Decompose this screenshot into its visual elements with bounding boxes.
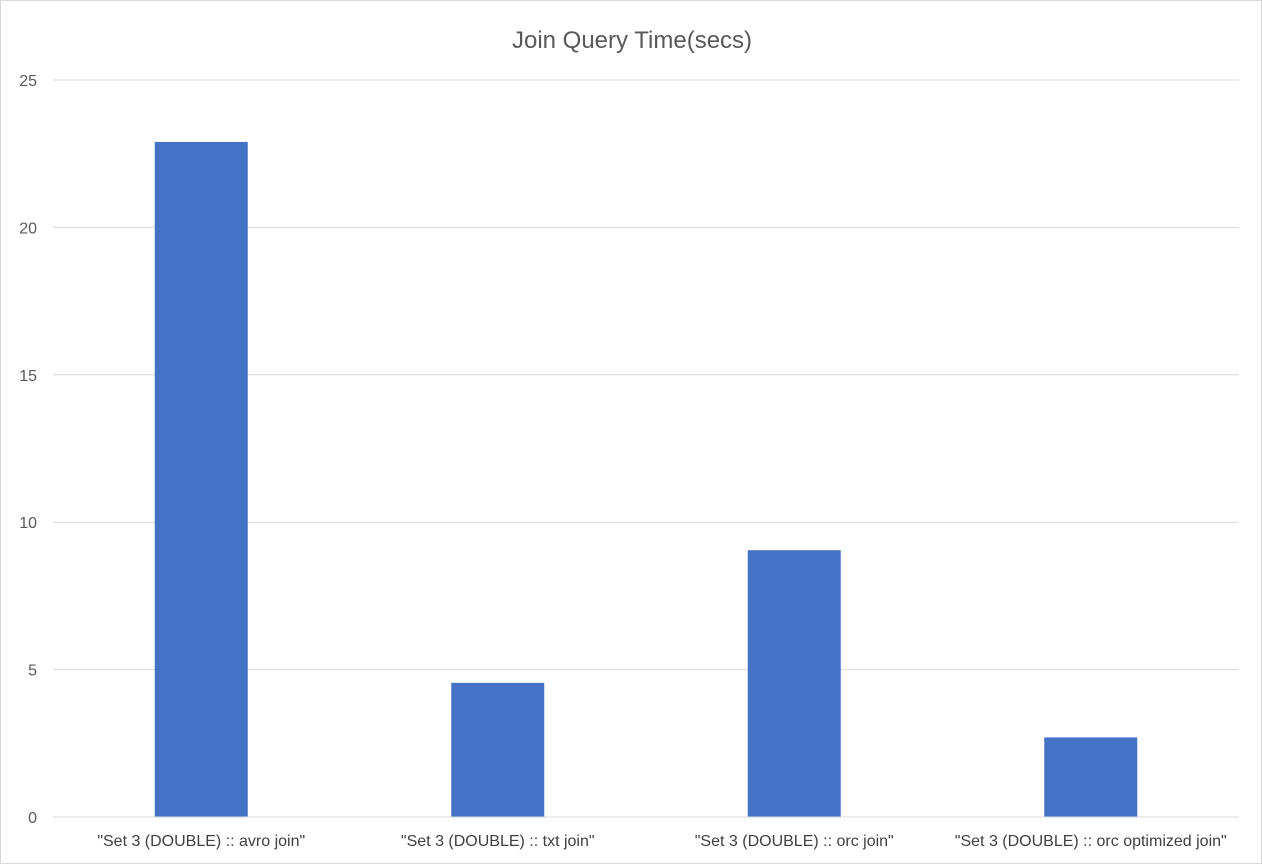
bar-2 xyxy=(747,550,841,817)
y-tick-label: 5 xyxy=(28,663,37,680)
chart-title: Join Query Time(secs) xyxy=(512,27,752,54)
bar-0 xyxy=(154,141,248,817)
y-tick-label: 20 xyxy=(19,220,37,237)
y-tick-label: 0 xyxy=(28,810,37,827)
y-tick-label: 10 xyxy=(19,515,37,532)
bar-3 xyxy=(1044,737,1138,817)
x-category-label: "Set 3 (DOUBLE) :: txt join" xyxy=(401,833,595,850)
x-category-label: "Set 3 (DOUBLE) :: orc optimized join" xyxy=(955,833,1227,850)
x-axis-category-labels: "Set 3 (DOUBLE) :: avro join" "Set 3 (DOU… xyxy=(97,833,1226,850)
y-tick-label: 25 xyxy=(19,73,37,90)
y-tick-label: 15 xyxy=(19,368,37,385)
bars xyxy=(154,141,1138,817)
bar-1 xyxy=(451,682,545,817)
y-axis-tick-labels: 0 5 10 15 20 25 xyxy=(19,73,37,827)
x-category-label: "Set 3 (DOUBLE) :: avro join" xyxy=(97,833,305,850)
gridlines xyxy=(53,79,1239,671)
x-category-label: "Set 3 (DOUBLE) :: orc join" xyxy=(695,833,894,850)
